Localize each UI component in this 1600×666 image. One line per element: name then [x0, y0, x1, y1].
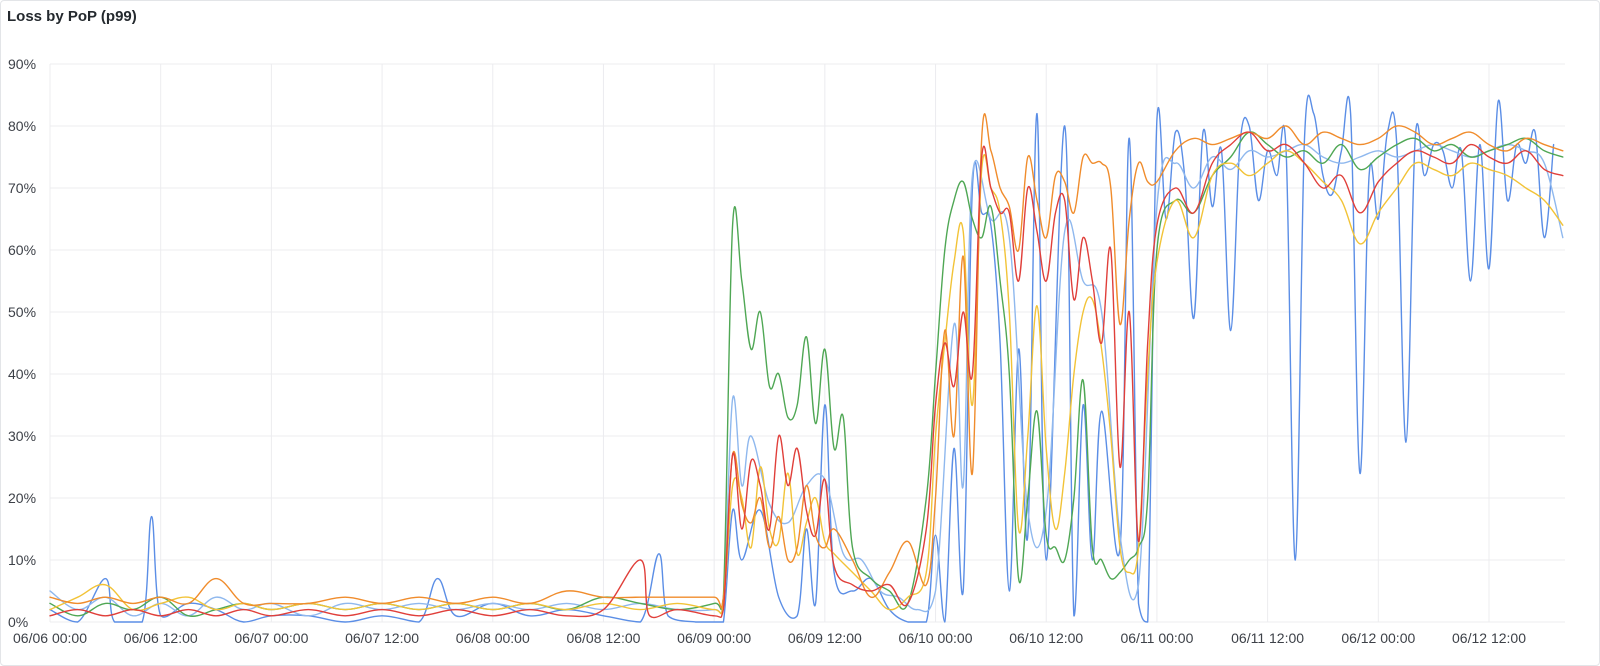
y-tick-label: 10%: [8, 552, 36, 568]
y-tick-label: 80%: [8, 118, 36, 134]
series-line-5: [49, 113, 1564, 609]
y-tick-label: 40%: [8, 366, 36, 382]
y-tick-label: 90%: [8, 56, 36, 72]
y-tick-label: 20%: [8, 490, 36, 506]
x-tick-label: 06/09 00:00: [677, 630, 751, 646]
x-tick-label: 06/10 00:00: [899, 630, 973, 646]
x-tick-label: 06/07 00:00: [234, 630, 308, 646]
x-tick-label: 06/10 12:00: [1009, 630, 1083, 646]
panel-title: Loss by PoP (p99): [7, 8, 137, 25]
x-tick-label: 06/06 12:00: [124, 630, 198, 646]
y-tick-label: 70%: [8, 180, 36, 196]
x-tick-label: 06/06 00:00: [13, 630, 87, 646]
x-tick-label: 06/09 12:00: [788, 630, 862, 646]
x-tick-label: 06/11 00:00: [1120, 630, 1193, 646]
y-tick-label: 50%: [8, 304, 36, 320]
x-tick-label: 06/07 12:00: [345, 630, 419, 646]
series-line-2: [49, 143, 1564, 617]
series-line-1: [49, 94, 1555, 623]
y-tick-label: 60%: [8, 242, 36, 258]
x-tick-label: 06/12 00:00: [1341, 630, 1415, 646]
y-tick-label: 0%: [8, 614, 28, 630]
y-tick-label: 30%: [8, 428, 36, 444]
x-tick-label: 06/08 00:00: [456, 630, 530, 646]
x-tick-label: 06/12 12:00: [1452, 630, 1526, 646]
series-line-4: [49, 150, 1564, 615]
x-tick-label: 06/08 12:00: [566, 630, 640, 646]
x-tick-label: 06/11 12:00: [1231, 630, 1304, 646]
series-line-6: [49, 131, 1564, 619]
